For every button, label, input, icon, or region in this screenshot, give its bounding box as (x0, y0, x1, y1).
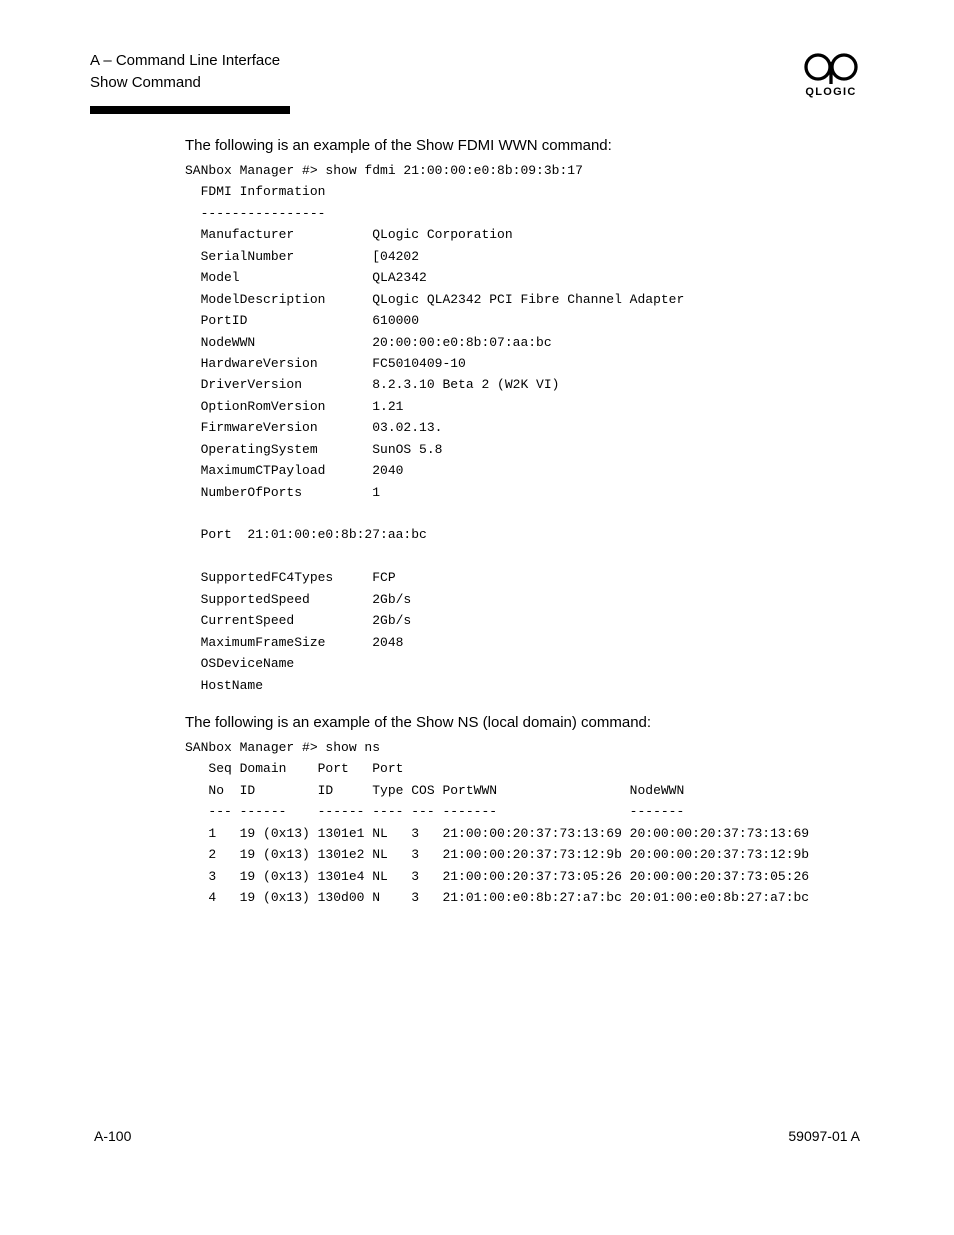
header-line2: Show Command (90, 72, 280, 94)
fdmi-output: SANbox Manager #> show fdmi 21:00:00:e0:… (185, 160, 864, 696)
header-text: A – Command Line Interface Show Command (90, 50, 280, 94)
footer-right: 59097-01 A (788, 1128, 860, 1144)
qlogic-logo: QLOGIC (798, 50, 864, 98)
narrative-fdmi: The following is an example of the Show … (185, 137, 864, 154)
header-line1: A – Command Line Interface (90, 50, 280, 72)
logo-label: QLOGIC (798, 86, 864, 98)
ns-output: SANbox Manager #> show ns Seq Domain Por… (185, 737, 864, 909)
qlogic-logo-icon (798, 50, 864, 84)
narrative-ns: The following is an example of the Show … (185, 714, 864, 731)
footer-left: A-100 (94, 1128, 131, 1144)
page-header: A – Command Line Interface Show Command … (90, 50, 864, 98)
header-rule (90, 101, 864, 119)
page-footer: A-100 59097-01 A (90, 1128, 864, 1144)
